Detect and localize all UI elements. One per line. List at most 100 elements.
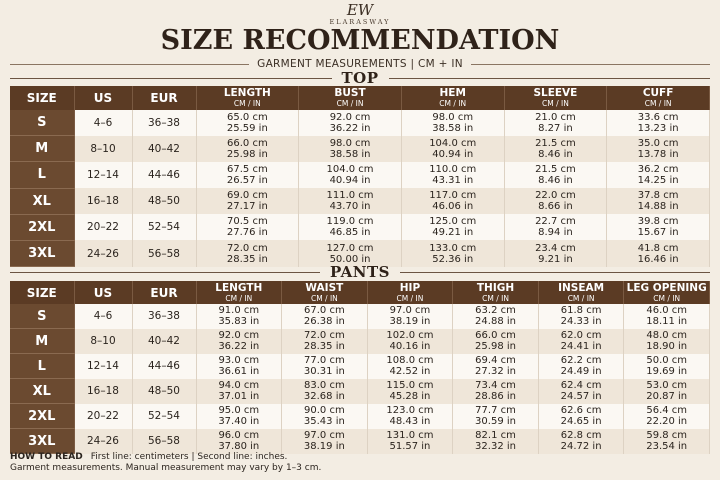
inch-value: 25.98 in (226, 148, 268, 160)
cm-value: 62.2 cm (560, 355, 602, 366)
cm-value: 33.6 cm (637, 111, 679, 123)
column-header-label: HIP (399, 281, 421, 294)
table-row: 2XL 20–22 52–54 70.5 cm 27.76 in 119.0 cm 46.8… (10, 214, 710, 241)
table-row: XL 16–18 48–50 94.0 cm 37.01 in 83.0 cm 32.68 … (10, 378, 710, 404)
inch-value: 8.94 in (538, 227, 573, 239)
inch-value: 37.01 in (218, 391, 260, 402)
eur-size-cell: 40–42 (132, 135, 197, 162)
cm-value: 62.6 cm (560, 405, 602, 416)
inch-value: 16.46 in (637, 253, 679, 265)
cm-value: 59.8 cm (646, 430, 688, 441)
top-size-table: SIZE US EUR LENGTH CM / IN BUST CM / IN HEM CM /… (10, 86, 710, 268)
us-size-cell: 20–22 (74, 214, 133, 241)
cm-value: 46.0 cm (646, 305, 688, 317)
measurement-cell: 48.0 cm 18.90 in (623, 328, 710, 354)
measurement-cell: 110.0 cm 43.31 in (401, 161, 505, 189)
column-header: US (74, 281, 133, 304)
column-header: BUST CM / IN (298, 86, 402, 110)
cm-value: 69.0 cm (227, 190, 268, 202)
cm-value: 70.5 cm (227, 216, 268, 228)
cm-value: 90.0 cm (304, 405, 345, 416)
eur-size-cell: 44–46 (132, 353, 197, 379)
measurement-cell: 72.0 cm 28.35 in (196, 240, 300, 267)
measurement-cell: 72.0 cm 28.35 in (281, 328, 368, 354)
us-size-cell: 12–14 (74, 161, 133, 189)
cm-value: 125.0 cm (429, 216, 477, 228)
size-label: 2XL (10, 214, 75, 241)
column-header: US (74, 86, 133, 110)
measurement-cell: 35.0 cm 13.78 in (606, 135, 710, 162)
measurement-cell: 131.0 cm 51.57 in (367, 428, 454, 454)
inch-value: 38.19 in (389, 316, 431, 328)
brand-logo: EW ELARASWAY (0, 2, 720, 26)
measurement-cell: 59.8 cm 23.54 in (623, 428, 710, 454)
column-header: HIP CM / IN (367, 281, 454, 304)
cm-value: 35.0 cm (637, 137, 679, 149)
inch-value: 36.61 in (218, 366, 260, 377)
inch-value: 14.25 in (637, 174, 679, 186)
measurement-cell: 123.0 cm 48.43 in (367, 403, 454, 429)
us-size-cell: 8–10 (74, 135, 133, 162)
divider-line (388, 77, 711, 79)
cm-value: 61.8 cm (560, 305, 602, 317)
measurement-cell: 115.0 cm 45.28 in (367, 378, 454, 404)
measurement-cell: 39.8 cm 15.67 in (606, 214, 710, 241)
column-header-unit: CM / IN (233, 99, 261, 108)
inch-value: 35.43 in (303, 416, 345, 427)
cm-value: 62.4 cm (560, 380, 602, 391)
column-header-label: LENGTH (223, 87, 271, 99)
inch-value: 26.38 in (303, 316, 345, 328)
eur-size-cell: 56–58 (132, 428, 197, 454)
inch-value: 8.46 in (538, 148, 573, 160)
cm-value: 96.0 cm (218, 430, 260, 441)
inch-value: 18.11 in (646, 316, 688, 328)
inch-value: 25.98 in (475, 341, 516, 352)
cm-value: 63.2 cm (475, 305, 516, 317)
inch-value: 27.17 in (226, 201, 268, 213)
measurement-cell: 22.0 cm 8.66 in (504, 188, 608, 215)
cm-value: 65.0 cm (227, 111, 268, 123)
measurement-cell: 82.1 cm 32.32 in (452, 428, 539, 454)
cm-value: 62.0 cm (560, 330, 602, 341)
divider-line (400, 271, 711, 273)
size-label: XL (10, 188, 75, 215)
eur-size-cell: 40–42 (132, 328, 197, 354)
eur-size-cell: 52–54 (132, 403, 197, 429)
measurement-cell: 93.0 cm 36.61 in (196, 353, 283, 379)
column-header-unit: CM / IN (396, 293, 424, 303)
column-header: THIGH CM / IN (452, 281, 539, 304)
table-row: L 12–14 44–46 67.5 cm 26.57 in 104.0 cm 40.94 … (10, 161, 710, 189)
measurement-cell: 125.0 cm 49.21 in (401, 214, 505, 241)
size-label: S (10, 304, 75, 329)
cm-value: 119.0 cm (326, 216, 374, 228)
inch-value: 24.49 in (560, 366, 602, 377)
measurement-cell: 62.4 cm 24.57 in (538, 378, 625, 404)
measurement-cell: 97.0 cm 38.19 in (281, 428, 368, 454)
measurement-cell: 67.0 cm 26.38 in (281, 304, 368, 329)
inch-value: 24.41 in (560, 341, 602, 352)
measurement-cell: 73.4 cm 28.86 in (452, 378, 539, 404)
table-row: M 8–10 40–42 92.0 cm 36.22 in 72.0 cm 28.35 in… (10, 328, 710, 354)
cm-value: 104.0 cm (429, 137, 477, 149)
column-header: SIZE (10, 86, 75, 110)
pants-size-table: SIZE US EUR LENGTH CM / IN WAIST CM / IN HIP CM … (10, 281, 710, 454)
measurement-cell: 53.0 cm 20.87 in (623, 378, 710, 404)
inch-value: 8.46 in (538, 174, 573, 186)
column-header-label: WAIST (305, 281, 344, 294)
column-header-unit: CM / IN (439, 99, 467, 108)
inch-value: 35.83 in (218, 316, 260, 328)
cm-value: 72.0 cm (304, 330, 345, 341)
size-label: M (10, 328, 75, 354)
cm-value: 123.0 cm (386, 405, 434, 416)
us-size-cell: 20–22 (74, 403, 133, 429)
measurement-cell: 95.0 cm 37.40 in (196, 403, 283, 429)
divider-line (10, 63, 250, 65)
divider-line (10, 271, 320, 273)
column-header: WAIST CM / IN (281, 281, 368, 304)
inch-value: 8.27 in (538, 122, 573, 134)
cm-value: 95.0 cm (218, 405, 260, 416)
cm-value: 72.0 cm (227, 242, 268, 254)
inch-value: 19.69 in (646, 366, 688, 377)
cm-value: 131.0 cm (386, 430, 434, 441)
cm-value: 97.0 cm (389, 305, 431, 317)
